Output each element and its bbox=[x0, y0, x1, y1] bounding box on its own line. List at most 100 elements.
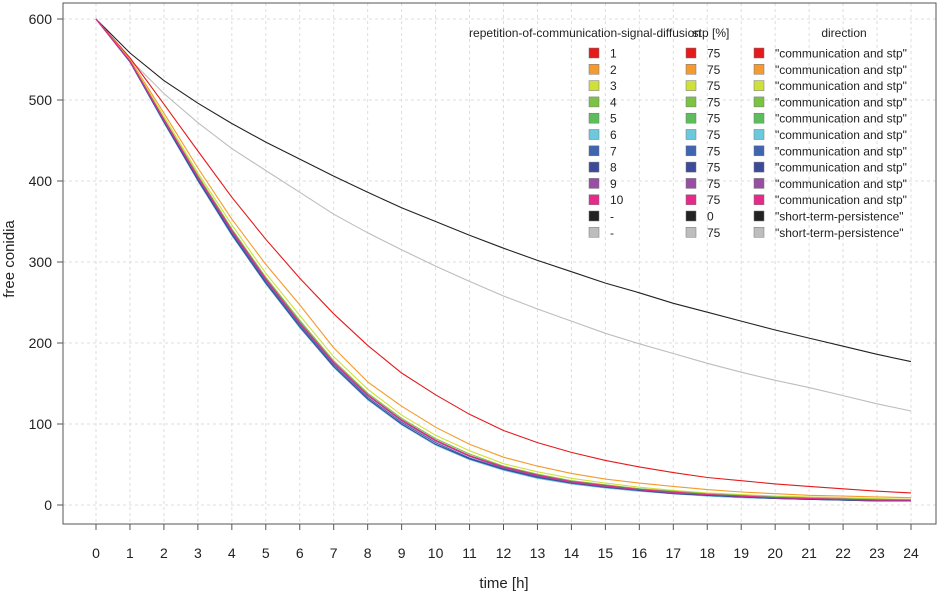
legend-label-stp: 75 bbox=[707, 161, 721, 175]
x-tick-label: 15 bbox=[598, 545, 614, 561]
legend-swatch-stp bbox=[685, 80, 697, 91]
legend-label-direction: "communication and stp" bbox=[775, 161, 907, 175]
x-tick-label: 19 bbox=[733, 545, 749, 561]
legend-swatch-direction bbox=[753, 145, 765, 157]
legend-label-stp: 75 bbox=[707, 177, 721, 191]
legend-swatch-direction bbox=[753, 47, 765, 59]
legend-label-direction: "communication and stp" bbox=[775, 95, 907, 109]
series-line-2 bbox=[95, 18, 912, 499]
y-tick-label: 200 bbox=[29, 335, 53, 351]
series-line-3 bbox=[95, 18, 912, 500]
legend-label-stp: 75 bbox=[707, 144, 721, 158]
x-tick-label: 22 bbox=[835, 545, 851, 561]
legend-swatch-direction bbox=[753, 80, 765, 91]
legend-swatch-stp bbox=[685, 161, 697, 173]
legend-label-direction: "communication and stp" bbox=[775, 47, 907, 61]
legend-header-repetition: repetition-of-communication-signal-diffu… bbox=[469, 26, 701, 40]
x-tick-label: 8 bbox=[364, 545, 372, 561]
plot-frame bbox=[62, 2, 937, 525]
y-axis-title: free conidia bbox=[1, 220, 18, 298]
legend-label-repetition: 2 bbox=[610, 63, 617, 77]
x-tick-label: 13 bbox=[530, 545, 546, 561]
x-axis-title: time [h] bbox=[479, 575, 528, 592]
x-tick-label: 21 bbox=[801, 545, 817, 561]
x-tick-label: 0 bbox=[92, 545, 100, 561]
x-axis: 0 1 2 3 4 5 6 7 8 9 10 11 12 13 14 15 16 17 18 19 20 21 22 23 24 bbox=[92, 524, 919, 561]
x-tick-label: 24 bbox=[903, 545, 919, 561]
x-tick-label: 17 bbox=[666, 545, 682, 561]
x-tick-label: 11 bbox=[462, 545, 477, 561]
legend-swatch-direction bbox=[753, 194, 765, 205]
legend-label-stp: 75 bbox=[707, 79, 721, 93]
legend-swatch-direction bbox=[753, 210, 765, 222]
legend-label-repetition: 3 bbox=[610, 79, 617, 93]
legend-swatch-stp bbox=[685, 64, 697, 75]
legend-label-stp: 75 bbox=[707, 193, 721, 207]
legend-label-stp: 0 bbox=[707, 210, 714, 224]
legend-label-direction: "communication and stp" bbox=[775, 144, 907, 158]
legend-label-repetition: 8 bbox=[610, 161, 617, 175]
legend-label-repetition: 9 bbox=[610, 177, 617, 191]
legend-swatch-stp bbox=[685, 96, 697, 108]
legend-swatch-stp bbox=[685, 210, 697, 222]
legend-label-repetition: 10 bbox=[610, 193, 624, 207]
x-tick-label: 4 bbox=[228, 545, 236, 561]
series-line-12 bbox=[95, 18, 912, 412]
legend: repetition-of-communication-signal-diffu… bbox=[469, 26, 907, 240]
series-line-8 bbox=[95, 18, 911, 502]
y-tick-label: 400 bbox=[29, 173, 53, 189]
y-tick-label: 500 bbox=[29, 92, 53, 108]
y-tick-label: 600 bbox=[29, 11, 53, 27]
legend-label-repetition: - bbox=[610, 226, 614, 240]
legend-swatch-repetition bbox=[588, 80, 600, 91]
legend-label-repetition: - bbox=[610, 210, 614, 224]
legend-label-repetition: 7 bbox=[610, 144, 617, 158]
legend-label-direction: "communication and stp" bbox=[775, 79, 907, 93]
legend-label-repetition: 6 bbox=[610, 128, 617, 142]
legend-swatch-stp bbox=[685, 112, 697, 124]
legend-label-direction: "short-term-persistence" bbox=[775, 210, 904, 224]
legend-swatch-stp bbox=[685, 178, 697, 189]
legend-header-stp: stp [%] bbox=[693, 26, 730, 40]
legend-swatch-repetition bbox=[588, 145, 600, 157]
legend-label-stp: 75 bbox=[707, 47, 721, 61]
legend-label-stp: 75 bbox=[707, 112, 721, 126]
legend-label-repetition: 4 bbox=[610, 95, 617, 109]
legend-swatch-direction bbox=[753, 96, 765, 108]
y-tick-label: 100 bbox=[29, 416, 53, 432]
legend-swatch-repetition bbox=[588, 227, 600, 238]
y-axis: 0 100 200 300 400 500 600 bbox=[29, 11, 63, 513]
legend-swatch-repetition bbox=[588, 161, 600, 173]
legend-swatch-direction bbox=[753, 64, 765, 75]
x-tick-label: 3 bbox=[194, 545, 202, 561]
y-tick-label: 300 bbox=[29, 254, 53, 270]
legend-swatch-stp bbox=[685, 194, 697, 205]
legend-label-direction: "communication and stp" bbox=[775, 193, 907, 207]
legend-swatch-stp bbox=[685, 129, 697, 140]
x-tick-label: 1 bbox=[126, 545, 134, 561]
legend-swatch-repetition bbox=[588, 47, 600, 59]
legend-swatch-direction bbox=[753, 129, 765, 140]
legend-label-stp: 75 bbox=[707, 128, 721, 142]
legend-swatch-direction bbox=[753, 112, 765, 124]
legend-swatch-repetition bbox=[588, 112, 600, 124]
legend-swatch-stp bbox=[685, 47, 697, 59]
series-line-1 bbox=[95, 18, 912, 494]
series-line-11 bbox=[95, 18, 912, 363]
legend-label-direction: "communication and stp" bbox=[775, 112, 907, 126]
legend-label-direction: "short-term-persistence" bbox=[775, 226, 904, 240]
x-tick-label: 5 bbox=[262, 545, 270, 561]
legend-swatch-repetition bbox=[588, 129, 600, 140]
legend-swatch-repetition bbox=[588, 194, 600, 205]
legend-swatch-direction bbox=[753, 161, 765, 173]
x-tick-label: 7 bbox=[330, 545, 338, 561]
legend-label-direction: "communication and stp" bbox=[775, 177, 907, 191]
legend-label-direction: "communication and stp" bbox=[775, 63, 907, 77]
x-tick-label: 23 bbox=[869, 545, 885, 561]
x-tick-label: 9 bbox=[398, 545, 406, 561]
x-tick-label: 20 bbox=[767, 545, 783, 561]
y-tick-label: 0 bbox=[44, 497, 52, 513]
x-tick-label: 16 bbox=[632, 545, 648, 561]
legend-label-repetition: 5 bbox=[610, 112, 617, 126]
legend-label-stp: 75 bbox=[707, 226, 721, 240]
